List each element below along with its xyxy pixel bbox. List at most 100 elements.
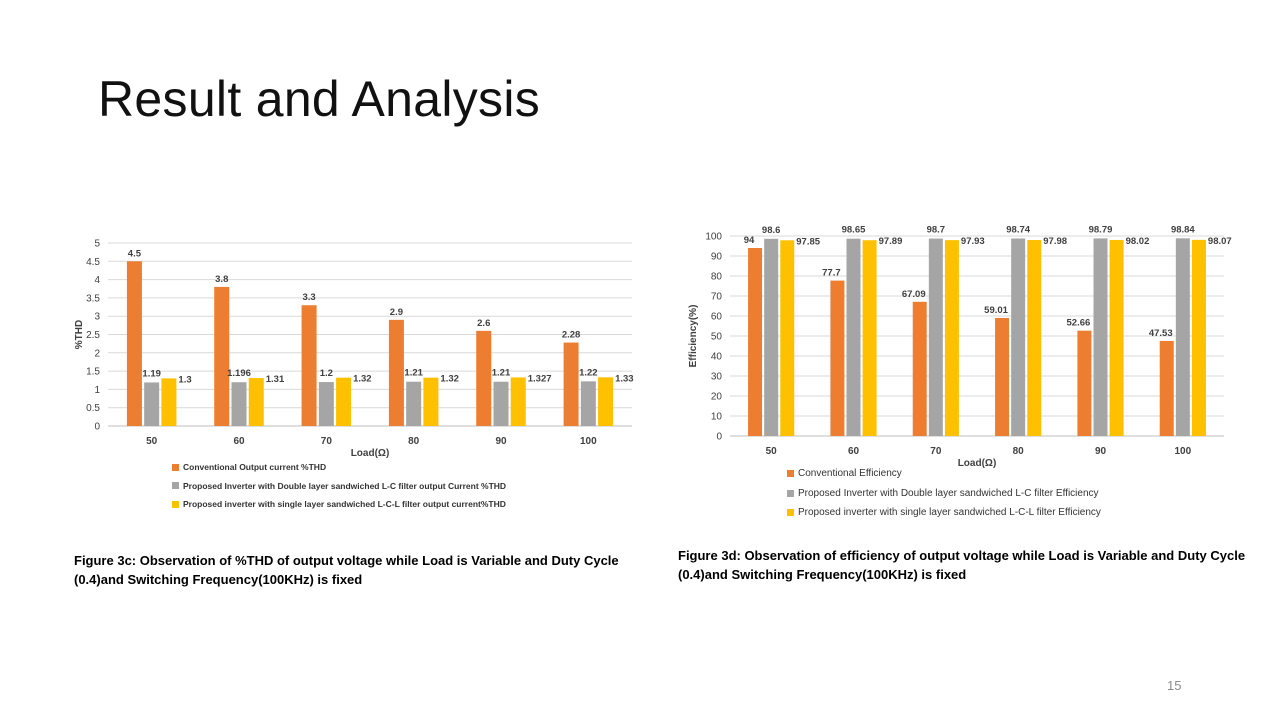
bar-double-layer (928, 238, 943, 436)
bar-single-layer (862, 240, 877, 436)
legend-swatch-double-layer (787, 489, 794, 497)
data-label: 1.327 (528, 373, 552, 384)
legend-item-double-layer: Proposed Inverter with Double layer sand… (787, 484, 1101, 504)
bar-double-layer (318, 382, 334, 426)
thd-chart-legend: Conventional Output current %THD Propose… (172, 458, 506, 514)
data-label: 1.21 (492, 368, 511, 379)
data-label: 1.22 (579, 367, 598, 378)
x-tick-label: 80 (408, 436, 420, 447)
y-axis-title: Efficiency(%) (688, 305, 699, 368)
x-tick-label: 100 (1174, 446, 1191, 457)
data-label: 4.5 (128, 248, 142, 259)
bar-double-layer (764, 238, 779, 436)
y-tick-label: 3.5 (86, 293, 100, 304)
figure-3d-caption: Figure 3d: Observation of efficiency of … (678, 548, 1246, 582)
bar-conventional (126, 261, 142, 426)
data-label: 1.32 (353, 374, 372, 385)
bar-double-layer (580, 381, 596, 426)
data-label: 97.98 (1043, 236, 1067, 247)
y-tick-label: 10 (711, 412, 723, 423)
bar-double-layer (846, 238, 861, 436)
bar-conventional (301, 305, 317, 426)
bar-double-layer (406, 381, 422, 426)
y-tick-label: 0 (94, 422, 100, 433)
bar-double-layer (231, 382, 247, 426)
bar-double-layer (493, 381, 509, 426)
data-label: 1.33 (615, 373, 634, 384)
y-tick-label: 60 (711, 312, 723, 323)
data-label: 1.19 (142, 368, 161, 379)
data-label: 1.31 (266, 374, 285, 385)
figure-3c-caption: Figure 3c: Observation of %THD of output… (74, 553, 619, 587)
data-label: 98.84 (1171, 224, 1195, 235)
legend-label: Proposed inverter with single layer sand… (798, 507, 1101, 519)
bar-double-layer (1175, 238, 1190, 436)
y-tick-label: 50 (711, 332, 723, 343)
bar-conventional (563, 342, 579, 426)
x-tick-label: 60 (848, 446, 860, 457)
legend-swatch-conventional (172, 463, 179, 471)
x-tick-label: 50 (146, 436, 158, 447)
data-label: 98.07 (1208, 236, 1232, 247)
x-tick-label: 80 (1013, 446, 1025, 457)
legend-swatch-double-layer (172, 482, 179, 490)
efficiency-chart-plot: 0 10 20 30 40 50 60 70 80 90 100 50 60 70 80 90 100 94 98.… (688, 224, 1232, 469)
legend-label: Proposed Inverter with Double layer sand… (798, 487, 1099, 499)
y-tick-label: 100 (705, 232, 722, 243)
data-label: 97.85 (796, 236, 820, 247)
data-label: 2.6 (477, 318, 490, 329)
y-tick-label: 80 (711, 272, 723, 283)
legend-swatch-conventional (787, 470, 794, 478)
thd-chart-plot: 0 0.5 1 1.5 2 2.5 3 3.5 4 4.5 5 50 60 70 80 90 100 4.5 1.1… (74, 239, 634, 460)
y-tick-label: 0.5 (86, 403, 100, 414)
y-tick-label: 0 (716, 432, 722, 443)
y-tick-label: 4 (94, 275, 100, 286)
bar-double-layer (1011, 238, 1026, 436)
page-number: 15 (1167, 678, 1182, 693)
data-label: 3.3 (302, 292, 315, 303)
y-tick-label: 1.5 (86, 367, 100, 378)
x-tick-label: 70 (321, 436, 333, 447)
y-tick-label: 40 (711, 352, 723, 363)
data-label: 98.74 (1006, 225, 1030, 236)
bar-conventional (748, 248, 763, 436)
y-tick-label: 30 (711, 372, 723, 383)
y-axis-title: %THD (74, 320, 85, 349)
legend-swatch-single-layer (787, 509, 794, 517)
data-label: 97.93 (961, 236, 985, 247)
legend-item-single-layer: Proposed inverter with single layer sand… (787, 503, 1101, 523)
legend-item-single-layer: Proposed inverter with single layer sand… (172, 495, 506, 514)
bar-single-layer (1109, 239, 1124, 436)
y-tick-label: 4.5 (86, 257, 100, 268)
bar-single-layer (944, 240, 959, 436)
data-label: 3.8 (215, 274, 228, 285)
bar-single-layer (336, 377, 352, 426)
legend-label: Proposed Inverter with Double layer sand… (183, 480, 507, 491)
bar-conventional (388, 319, 404, 426)
x-tick-label: 90 (495, 436, 507, 447)
data-label: 52.66 (1067, 318, 1091, 329)
data-label: 77.7 (822, 268, 841, 279)
data-label: 97.89 (879, 236, 903, 247)
legend-swatch-single-layer (172, 500, 179, 508)
slide-title: Result and Analysis (98, 71, 541, 127)
bar-conventional (912, 301, 927, 436)
efficiency-chart-legend: Conventional Efficiency Proposed Inverte… (787, 464, 1101, 523)
data-label: 47.53 (1149, 328, 1173, 339)
data-label: 98.65 (842, 225, 866, 236)
data-label: 59.01 (984, 305, 1008, 316)
bar-single-layer (423, 377, 439, 426)
data-label: 1.2 (320, 368, 333, 379)
thd-chart: 0 0.5 1 1.5 2 2.5 3 3.5 4 4.5 5 50 60 70 80 90 100 4.5 1.1… (70, 230, 640, 520)
bar-conventional (830, 280, 845, 436)
data-label: 67.09 (902, 289, 926, 300)
y-tick-label: 90 (711, 252, 723, 263)
bar-single-layer (1191, 239, 1206, 436)
y-tick-label: 70 (711, 292, 723, 303)
bar-conventional (476, 330, 492, 426)
bar-single-layer (248, 378, 264, 426)
x-tick-label: 100 (580, 436, 597, 447)
legend-item-double-layer: Proposed Inverter with Double layer sand… (172, 477, 506, 496)
bar-conventional (1159, 340, 1174, 436)
data-label: 1.32 (440, 374, 459, 385)
